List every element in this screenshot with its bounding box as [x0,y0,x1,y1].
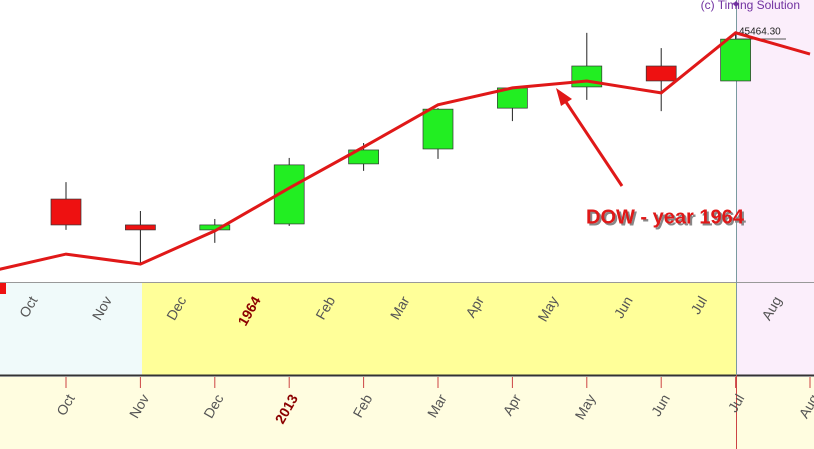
annotation: DOW - year 1964 [586,206,745,228]
annotation-shadow: DOW - year 1964 [588,208,747,230]
copyright: (c) Timing Solution [701,0,800,12]
x-tick-label-top: Jul [687,293,710,317]
candle-body [645,65,677,82]
marker [733,1,739,7]
projection-line [0,31,811,271]
x-tick-label: Jul [725,391,748,415]
bottom-axis-band [0,377,814,449]
marker [0,283,6,294]
marker-label: 45464.30 [739,27,781,38]
axis-band [0,283,142,375]
axis-band-future [736,283,814,375]
candle-body [125,224,156,231]
candle-body [50,198,82,226]
arrow-head [556,88,572,106]
axis-band-highlight [142,283,736,375]
marks [0,31,811,271]
arrow [560,95,624,187]
candle-body [422,108,454,150]
candle-body [720,38,751,82]
